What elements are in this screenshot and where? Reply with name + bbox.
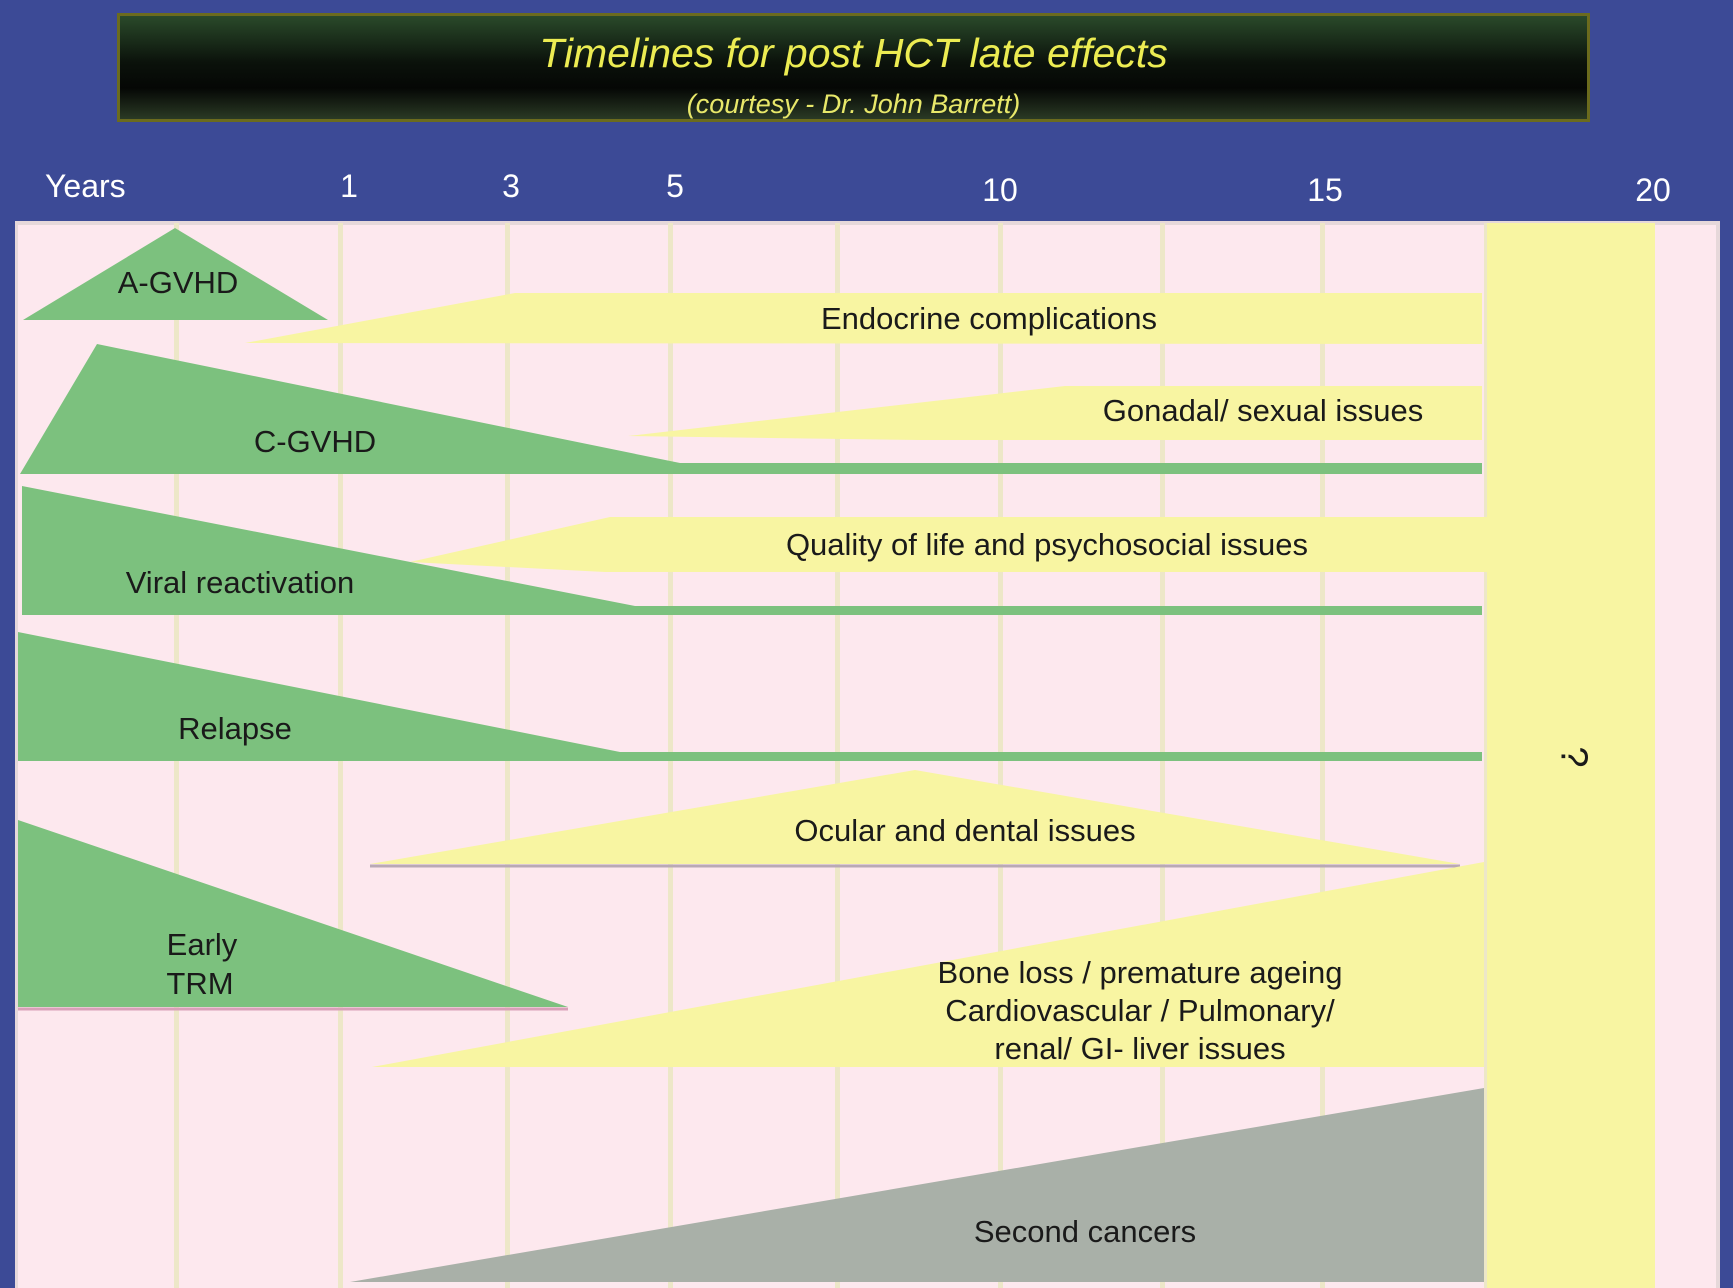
- viral-reactivation-wedge: [22, 486, 1482, 615]
- label-early-trm-line1: Early: [166, 927, 238, 962]
- quality-of-life-wedge: [410, 517, 1488, 572]
- year-tick-5: 5: [666, 168, 684, 204]
- label-ocular-dental: Ocular and dental issues: [794, 813, 1136, 848]
- label-a-gvhd: A-GVHD: [117, 265, 239, 300]
- year-tick-10: 10: [982, 172, 1018, 208]
- label-early-trm-line2: TRM: [166, 966, 234, 1001]
- label-c-gvhd: C-GVHD: [253, 424, 377, 459]
- label-quality-of-life: Quality of life and psychosocial issues: [785, 527, 1309, 562]
- label-bone-loss-line1: Bone loss / premature ageing: [937, 955, 1343, 990]
- label-endocrine: Endocrine complications: [820, 301, 1158, 336]
- relapse-wedge: [18, 632, 1482, 761]
- c-gvhd-wedge: [20, 344, 1482, 474]
- bone-loss-wedge: [372, 862, 1484, 1067]
- gonadal-wedge: [628, 386, 1482, 440]
- ocular-dental-wedge: [370, 770, 1460, 864]
- unknown-future-band: [1487, 223, 1655, 1288]
- label-unknown-future: ?: [1552, 746, 1595, 768]
- year-tick-20: 20: [1635, 172, 1671, 208]
- second-cancers-wedge: [350, 1088, 1484, 1282]
- year-tick-1: 1: [340, 168, 358, 204]
- early-trm-wedge: [18, 820, 568, 1007]
- label-relapse: Relapse: [178, 711, 292, 746]
- axis-label-years: Years: [45, 168, 126, 204]
- endocrine-wedge: [245, 293, 1482, 344]
- page-subtitle: (courtesy - Dr. John Barrett): [686, 89, 1021, 119]
- label-bone-loss-line2: Cardiovascular / Pulmonary/: [945, 993, 1335, 1028]
- label-second-cancers: Second cancers: [973, 1214, 1197, 1249]
- year-tick-15: 15: [1307, 172, 1343, 208]
- title-banner: Timelines for post HCT late effects (cou…: [117, 13, 1590, 122]
- page-title: Timelines for post HCT late effects: [539, 30, 1168, 76]
- a-gvhd-triangle: [23, 228, 328, 320]
- label-viral-reactivation: Viral reactivation: [125, 565, 355, 600]
- label-gonadal: Gonadal/ sexual issues: [1102, 393, 1424, 428]
- label-bone-loss-line3: renal/ GI- liver issues: [994, 1031, 1286, 1066]
- gridline: [1484, 223, 1489, 1288]
- year-tick-3: 3: [502, 168, 520, 204]
